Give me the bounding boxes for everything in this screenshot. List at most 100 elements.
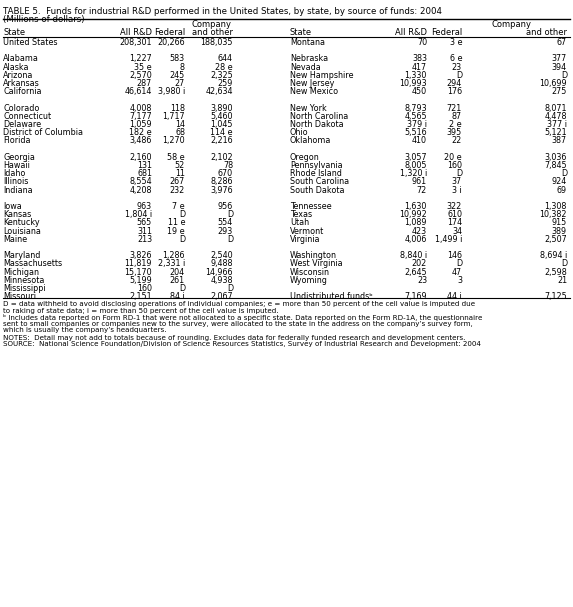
Text: and other: and other	[526, 28, 567, 37]
Text: 294: 294	[447, 79, 462, 88]
Text: 1,227: 1,227	[129, 55, 152, 63]
Text: 311: 311	[137, 226, 152, 236]
Text: 1,717: 1,717	[162, 112, 185, 121]
Text: 1,308: 1,308	[544, 202, 567, 211]
Text: 3,057: 3,057	[405, 153, 427, 162]
Text: 379 i: 379 i	[407, 120, 427, 129]
Text: 47: 47	[452, 268, 462, 277]
Text: 7,845: 7,845	[544, 161, 567, 170]
Text: D: D	[456, 259, 462, 268]
Text: 20 e: 20 e	[445, 153, 462, 162]
Text: 3 i: 3 i	[452, 186, 462, 195]
Text: 963: 963	[137, 202, 152, 211]
Text: 287: 287	[137, 79, 152, 88]
Text: 174: 174	[447, 219, 462, 228]
Text: Wyoming: Wyoming	[290, 276, 328, 285]
Text: 46,614: 46,614	[124, 87, 152, 96]
Text: sent to small companies or companies new to the survey, were allocated to the st: sent to small companies or companies new…	[3, 321, 473, 327]
Text: Arizona: Arizona	[3, 71, 33, 80]
Text: 176: 176	[447, 87, 462, 96]
Text: 35 e: 35 e	[135, 63, 152, 72]
Text: Missouri: Missouri	[3, 292, 36, 301]
Text: 10,992: 10,992	[399, 210, 427, 219]
Text: 956: 956	[218, 202, 233, 211]
Text: South Carolina: South Carolina	[290, 177, 349, 186]
Text: Delaware: Delaware	[3, 120, 41, 129]
Text: D: D	[456, 169, 462, 178]
Text: Kansas: Kansas	[3, 210, 32, 219]
Text: ᵇ Includes data reported on Form RD-1 that were not allocated to a specific stat: ᵇ Includes data reported on Form RD-1 th…	[3, 314, 482, 321]
Text: 19 e: 19 e	[167, 226, 185, 236]
Text: 1,045: 1,045	[210, 120, 233, 129]
Text: 3,976: 3,976	[210, 186, 233, 195]
Text: D: D	[227, 235, 233, 244]
Text: 188,035: 188,035	[201, 38, 233, 47]
Text: Rhode Island: Rhode Island	[290, 169, 342, 178]
Text: and other: and other	[192, 28, 233, 37]
Text: 15,170: 15,170	[124, 268, 152, 277]
Text: 245: 245	[170, 71, 185, 80]
Text: 721: 721	[447, 104, 462, 113]
Text: 670: 670	[218, 169, 233, 178]
Text: 27: 27	[175, 79, 185, 88]
Text: 2,325: 2,325	[210, 71, 233, 80]
Text: 10,382: 10,382	[540, 210, 567, 219]
Text: Iowa: Iowa	[3, 202, 22, 211]
Text: New Mexico: New Mexico	[290, 87, 338, 96]
Text: D: D	[561, 259, 567, 268]
Text: D: D	[179, 210, 185, 219]
Text: 87: 87	[452, 112, 462, 121]
Text: 322: 322	[447, 202, 462, 211]
Text: D: D	[561, 71, 567, 80]
Text: Arkansas: Arkansas	[3, 79, 40, 88]
Text: 182 e: 182 e	[129, 128, 152, 137]
Text: 114 e: 114 e	[210, 128, 233, 137]
Text: 7,169: 7,169	[405, 292, 427, 301]
Text: 1,499 i: 1,499 i	[435, 235, 462, 244]
Text: Illinois: Illinois	[3, 177, 29, 186]
Text: 395: 395	[447, 128, 462, 137]
Text: 202: 202	[412, 259, 427, 268]
Text: 34: 34	[452, 226, 462, 236]
Text: Utah: Utah	[290, 219, 309, 228]
Text: New Hampshire: New Hampshire	[290, 71, 354, 80]
Text: 37: 37	[452, 177, 462, 186]
Text: 3,980 i: 3,980 i	[158, 87, 185, 96]
Text: 924: 924	[552, 177, 567, 186]
Text: Hawaii: Hawaii	[3, 161, 30, 170]
Text: 23: 23	[417, 276, 427, 285]
Text: 146: 146	[447, 251, 462, 260]
Text: Federal: Federal	[154, 28, 185, 37]
Text: 4,008: 4,008	[129, 104, 152, 113]
Text: 5,516: 5,516	[405, 128, 427, 137]
Text: 2,507: 2,507	[544, 235, 567, 244]
Text: 14: 14	[175, 120, 185, 129]
Text: 69: 69	[557, 186, 567, 195]
Text: 10,993: 10,993	[399, 79, 427, 88]
Text: 2,151: 2,151	[129, 292, 152, 301]
Text: Minnesota: Minnesota	[3, 276, 44, 285]
Text: All R&D: All R&D	[120, 28, 152, 37]
Text: Florida: Florida	[3, 137, 30, 146]
Text: 610: 610	[447, 210, 462, 219]
Text: 160: 160	[137, 284, 152, 293]
Text: Tennessee: Tennessee	[290, 202, 332, 211]
Text: 1,089: 1,089	[405, 219, 427, 228]
Text: 52: 52	[175, 161, 185, 170]
Text: 6 e: 6 e	[449, 55, 462, 63]
Text: Oklahoma: Oklahoma	[290, 137, 331, 146]
Text: 2,598: 2,598	[544, 268, 567, 277]
Text: 44 i: 44 i	[448, 292, 462, 301]
Text: 7,125: 7,125	[544, 292, 567, 301]
Text: Massachusetts: Massachusetts	[3, 259, 62, 268]
Text: 78: 78	[223, 161, 233, 170]
Text: 8,793: 8,793	[405, 104, 427, 113]
Text: 410: 410	[412, 137, 427, 146]
Text: TABLE 5.  Funds for industrial R&D performed in the United States, by state, by : TABLE 5. Funds for industrial R&D perfor…	[3, 7, 442, 16]
Text: D: D	[179, 284, 185, 293]
Text: 4,938: 4,938	[210, 276, 233, 285]
Text: 1,630: 1,630	[405, 202, 427, 211]
Text: Vermont: Vermont	[290, 226, 324, 236]
Text: 565: 565	[137, 219, 152, 228]
Text: 383: 383	[412, 55, 427, 63]
